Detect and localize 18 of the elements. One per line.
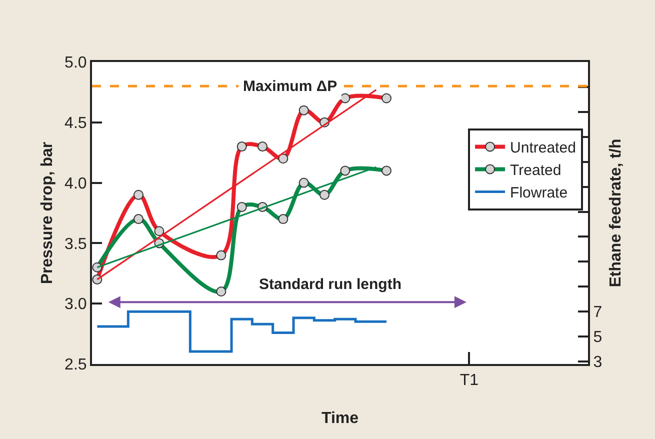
legend-label: Untreated xyxy=(510,140,576,157)
legend-label: Treated xyxy=(510,162,562,180)
annotation: Standard run length xyxy=(259,276,402,293)
y-axis-title: Pressure drop, bar xyxy=(38,142,56,284)
y-tick-label: 5.0 xyxy=(64,54,87,72)
y2-axis-title: Ethane feedrate, t/h xyxy=(607,138,624,288)
y-tick-label: 2.5 xyxy=(64,356,87,374)
x-tick-label: T1 xyxy=(460,372,479,390)
ref-line-label: Maximum ΔP xyxy=(243,78,338,95)
legend-label: Flowrate xyxy=(510,184,568,202)
y2-tick-label: 5 xyxy=(593,329,602,346)
y-tick-label: 4.5 xyxy=(64,115,87,132)
y2-tick-label: 7 xyxy=(593,304,602,322)
y-tick-label: 4.0 xyxy=(64,175,87,192)
y2-tick-label: 3 xyxy=(593,354,602,372)
x-axis-title: Time xyxy=(321,410,359,427)
y-tick-label: 3.5 xyxy=(64,236,87,253)
y-tick-label: 3.0 xyxy=(64,296,87,314)
